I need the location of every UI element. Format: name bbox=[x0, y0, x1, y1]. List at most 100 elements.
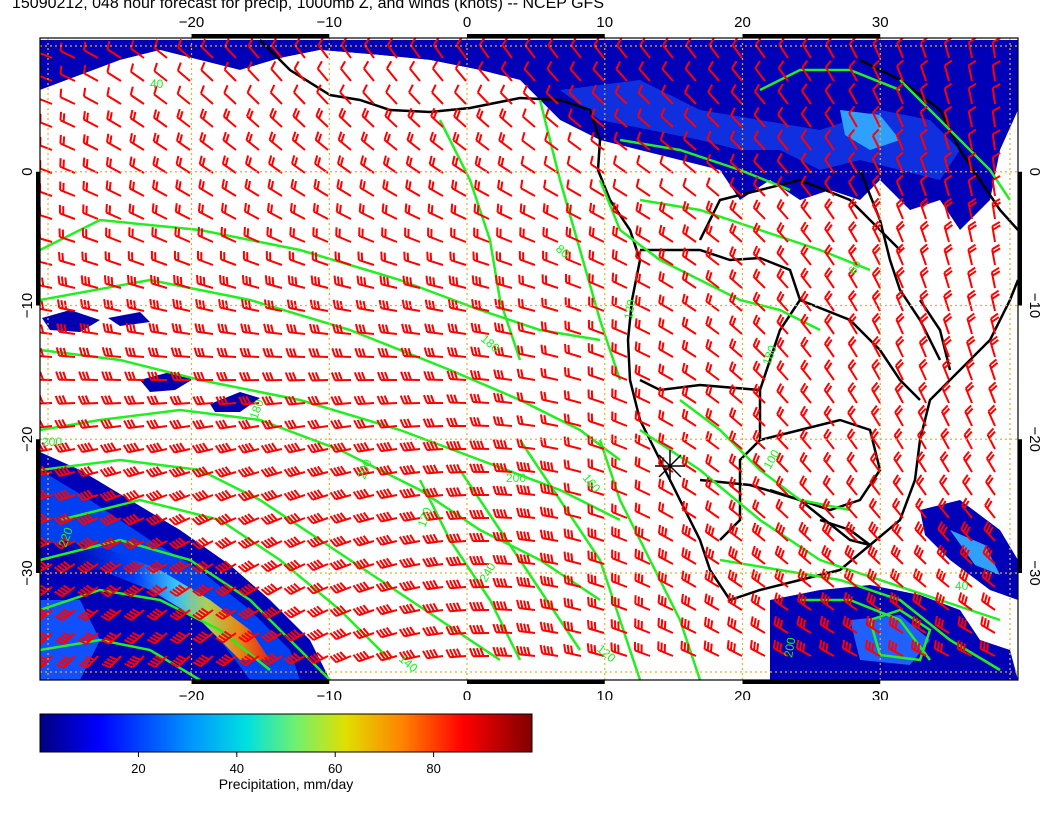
wind-barb bbox=[40, 75, 53, 82]
wind-barb bbox=[76, 442, 99, 454]
wind-barb bbox=[728, 499, 743, 519]
wind-barb bbox=[173, 274, 191, 289]
wind-barb bbox=[448, 275, 467, 289]
wind-barb bbox=[848, 82, 858, 105]
wind-barb bbox=[224, 38, 237, 59]
wind-barb bbox=[77, 560, 99, 574]
wind-barb bbox=[990, 312, 1000, 335]
wind-barb bbox=[311, 251, 329, 266]
wind-barb bbox=[943, 266, 953, 289]
wind-barb bbox=[895, 174, 904, 197]
wind-barb bbox=[445, 579, 467, 590]
wind-barb bbox=[193, 347, 214, 358]
wind-barb bbox=[729, 153, 743, 174]
wind-barb bbox=[124, 371, 145, 381]
wind-barb bbox=[432, 38, 444, 59]
wind-barb bbox=[100, 560, 122, 574]
wind-barb bbox=[522, 84, 536, 105]
wind-barb bbox=[76, 465, 99, 478]
wind-barb bbox=[611, 549, 628, 565]
wind-barb bbox=[384, 107, 398, 128]
contour-label: 200 bbox=[506, 471, 526, 485]
wind-barb bbox=[680, 593, 697, 611]
wind-barb bbox=[776, 245, 789, 266]
wind-barb bbox=[427, 227, 444, 243]
border-bar-bottom bbox=[191, 680, 330, 684]
wind-barb bbox=[306, 535, 329, 548]
wind-barb bbox=[726, 640, 743, 657]
wind-barb bbox=[611, 249, 628, 266]
wind-barb bbox=[660, 107, 674, 128]
wind-barb bbox=[705, 361, 720, 381]
wind-barb bbox=[821, 521, 835, 542]
wind-barb bbox=[427, 203, 444, 220]
wind-barb bbox=[755, 38, 766, 59]
wind-barb bbox=[76, 537, 99, 550]
wind-barb bbox=[865, 615, 881, 634]
wind-barb bbox=[943, 174, 953, 197]
lon-tick-label-bottom: 20 bbox=[734, 688, 751, 700]
wind-barb bbox=[848, 128, 858, 151]
wind-barb bbox=[152, 109, 168, 128]
wind-barb bbox=[445, 487, 467, 497]
wind-barb bbox=[754, 60, 766, 82]
wind-barb bbox=[237, 466, 260, 478]
wind-barb bbox=[307, 395, 329, 406]
wind-barb bbox=[450, 203, 467, 220]
wind-barb bbox=[634, 456, 651, 473]
wind-barb bbox=[40, 489, 53, 501]
wind-barb bbox=[563, 551, 582, 565]
wind-barb bbox=[870, 428, 881, 450]
wind-barb bbox=[82, 204, 99, 220]
wind-barb bbox=[386, 38, 398, 59]
wind-barb bbox=[101, 631, 122, 645]
wind-barb bbox=[335, 203, 352, 220]
contour-label: 40 bbox=[955, 579, 969, 593]
wind-barb bbox=[307, 419, 329, 430]
wind-barb bbox=[378, 299, 398, 312]
wind-barb bbox=[889, 568, 904, 588]
wind-barb bbox=[223, 61, 237, 82]
wind-barb bbox=[681, 454, 697, 473]
wind-barb bbox=[445, 510, 467, 521]
wind-barb bbox=[169, 584, 191, 597]
wind-barb bbox=[707, 60, 720, 82]
wind-barb bbox=[152, 179, 168, 197]
wind-barb bbox=[176, 62, 191, 82]
wind-barb bbox=[657, 641, 674, 657]
wind-barb bbox=[539, 506, 559, 519]
wind-barb bbox=[685, 38, 697, 59]
wind-barb bbox=[176, 108, 191, 128]
wind-barb bbox=[124, 347, 145, 358]
wind-barb bbox=[243, 226, 260, 243]
wind-barb bbox=[337, 131, 352, 151]
wind-barb bbox=[800, 267, 812, 289]
wind-barb bbox=[777, 60, 789, 82]
wind-barb bbox=[375, 511, 398, 523]
wind-barb bbox=[175, 179, 191, 197]
wind-barb bbox=[611, 526, 628, 542]
wind-barb bbox=[775, 452, 789, 473]
wind-barb bbox=[53, 513, 76, 526]
wind-barb bbox=[54, 395, 76, 405]
wind-barb bbox=[385, 84, 398, 105]
wind-barb bbox=[943, 289, 953, 312]
wind-barb bbox=[681, 316, 697, 335]
wind-barb bbox=[967, 220, 977, 243]
wind-barb bbox=[520, 179, 536, 197]
wind-barb bbox=[516, 368, 536, 381]
wind-barb bbox=[847, 220, 858, 243]
wind-barb bbox=[776, 383, 789, 404]
wind-barb bbox=[752, 406, 766, 427]
wind-barb bbox=[563, 528, 582, 542]
wind-barb bbox=[422, 487, 444, 498]
wind-barb bbox=[219, 274, 237, 289]
wind-barb bbox=[222, 108, 237, 128]
wind-barb bbox=[191, 466, 214, 478]
wind-barb bbox=[683, 107, 697, 128]
wind-barb bbox=[105, 156, 122, 174]
wind-barb bbox=[122, 537, 145, 550]
precip-colorbar: 20 40 60 80 Precipitation, mm/day bbox=[39, 713, 533, 792]
wind-barb bbox=[681, 477, 697, 496]
wind-barb bbox=[638, 61, 651, 82]
